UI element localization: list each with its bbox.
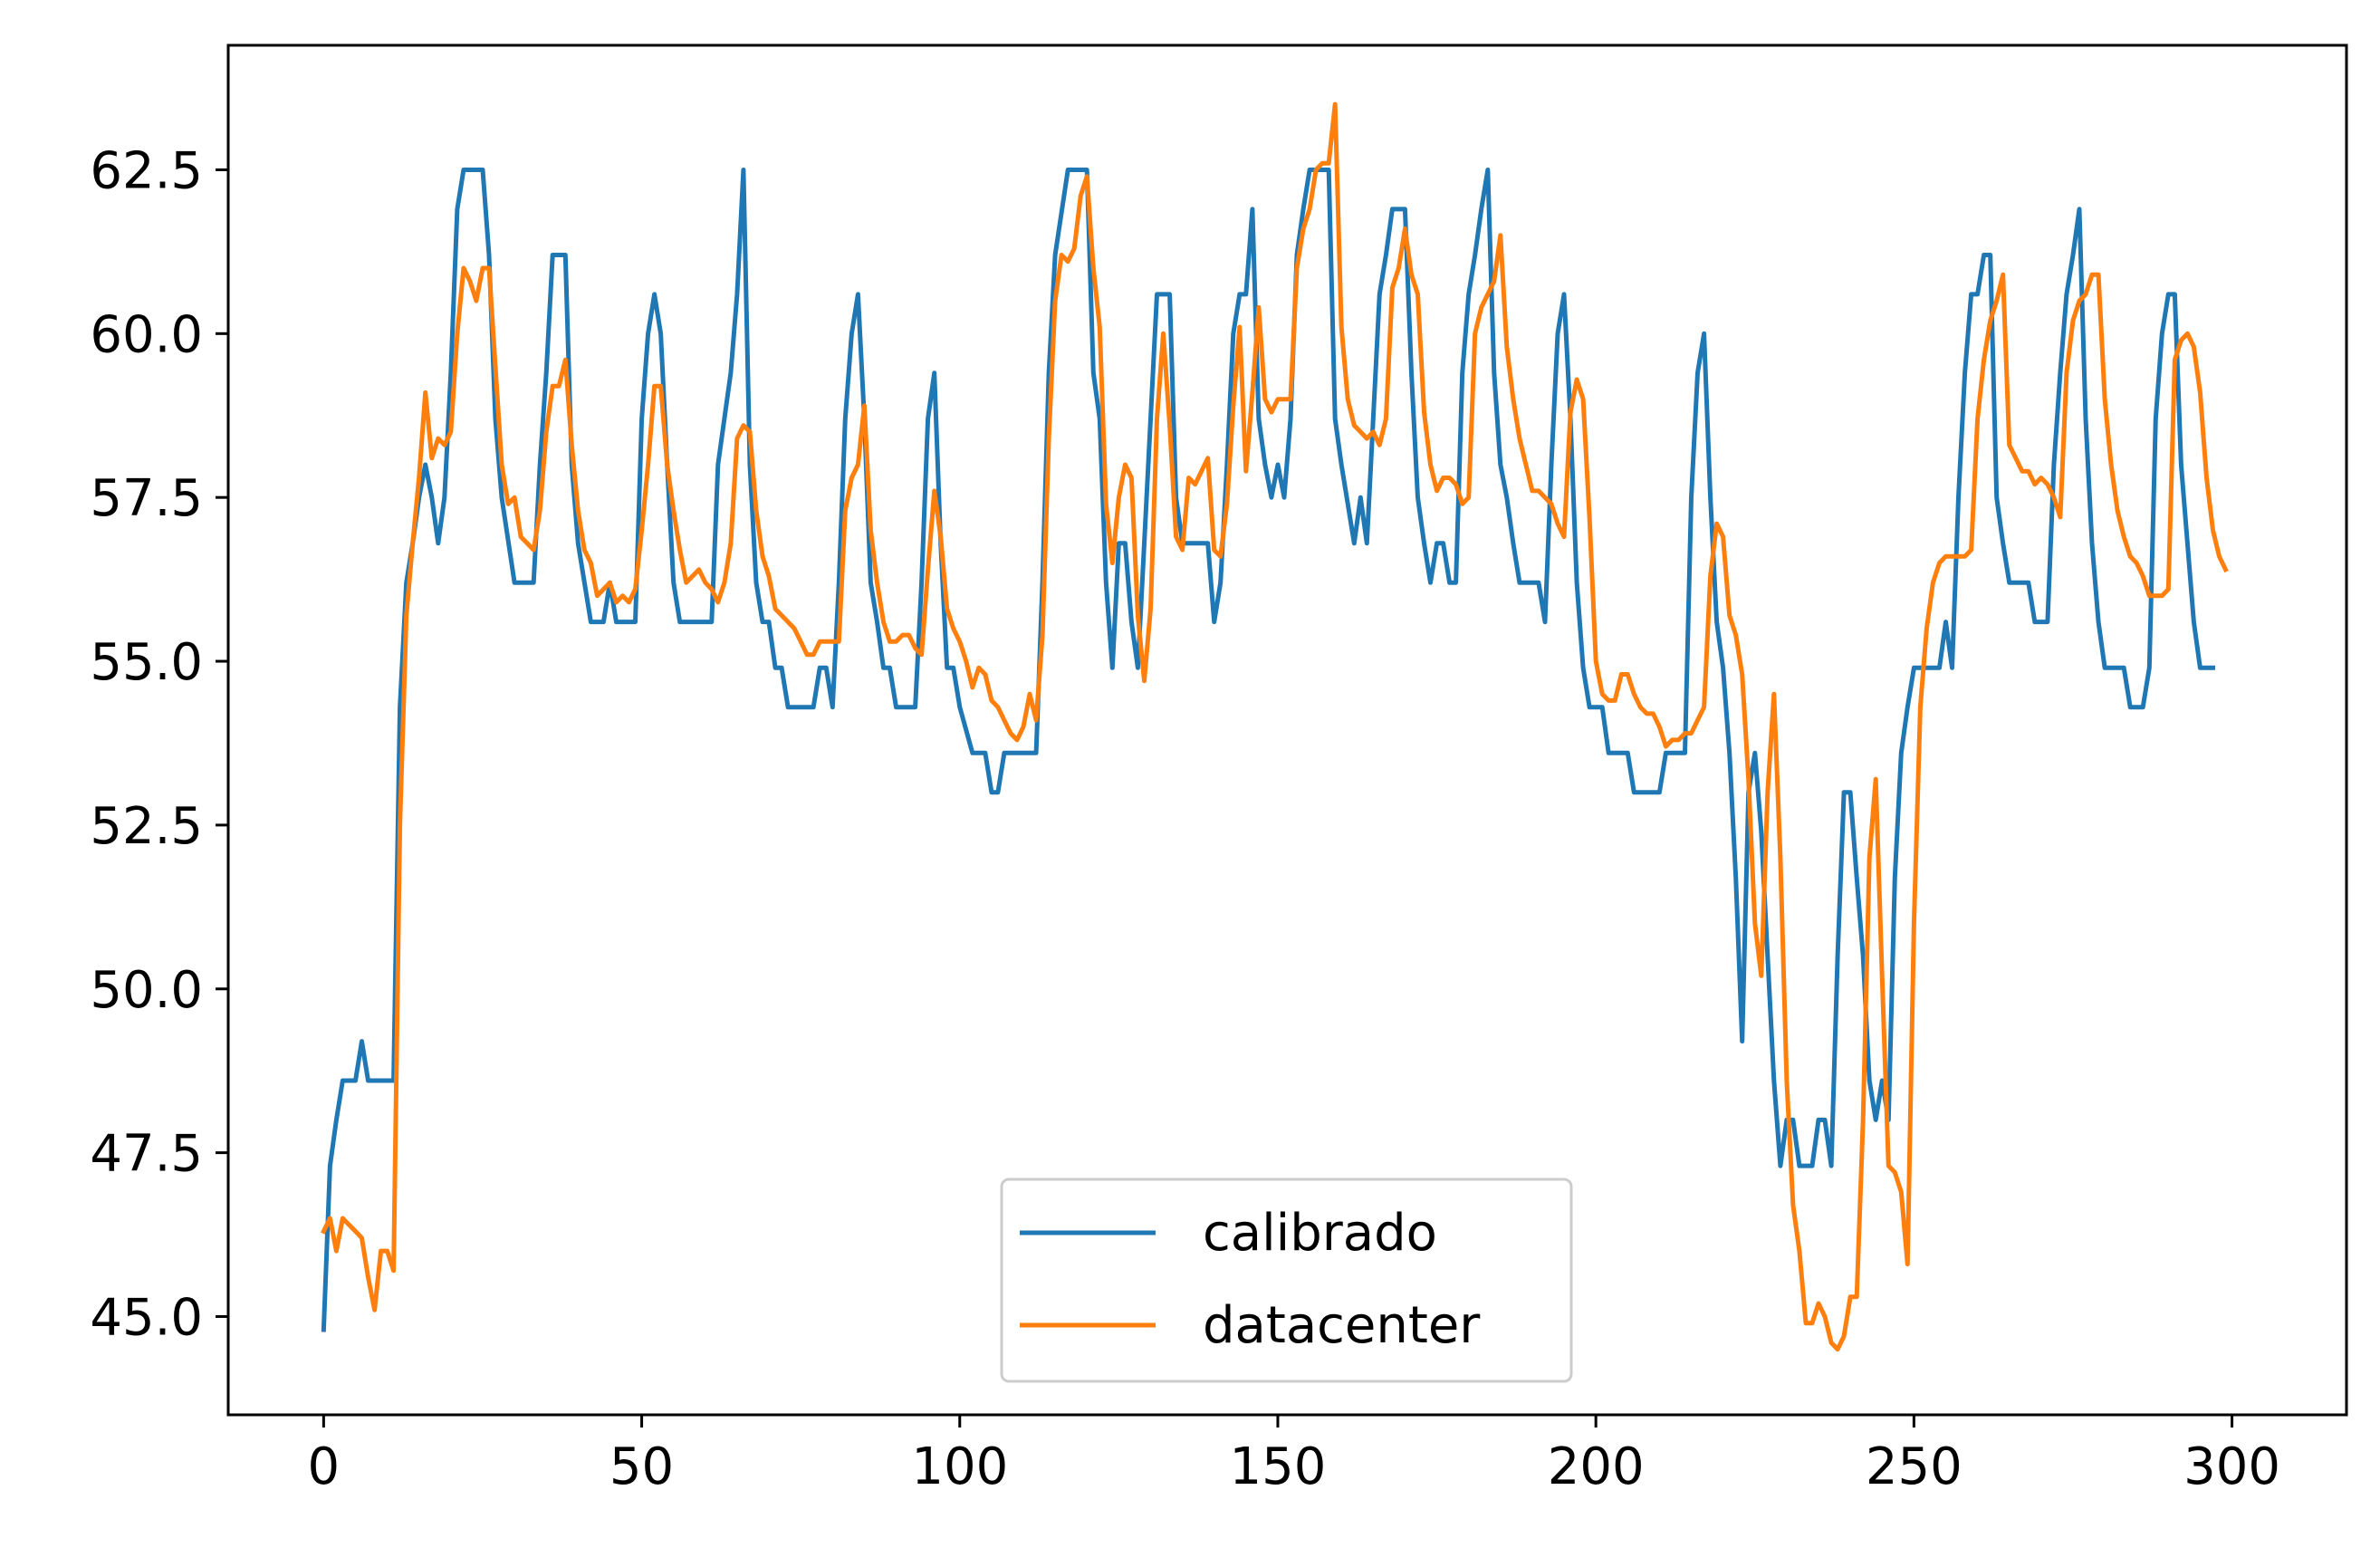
- y-tick-label: 57.5: [90, 469, 203, 528]
- y-tick-label: 47.5: [90, 1125, 203, 1184]
- x-tick-label: 150: [1230, 1437, 1327, 1496]
- axis-ticks: 0 50 100 150 200 250 300 45.0 47.5 50.0 52.5 55.0 57…: [90, 141, 2280, 1496]
- legend: calibrado datacenter: [1000, 1178, 1573, 1383]
- x-tick-label: 100: [911, 1437, 1008, 1496]
- x-tick-label: 300: [2183, 1437, 2280, 1496]
- plot-frame: [226, 43, 2348, 1417]
- y-tick-label: 45.0: [90, 1288, 203, 1347]
- y-tick-label: 50.0: [90, 961, 203, 1020]
- y-tick-label: 60.0: [90, 305, 203, 364]
- y-tick-label: 62.5: [90, 141, 203, 200]
- x-tick-label: 200: [1548, 1437, 1645, 1496]
- x-tick-label: 250: [1866, 1437, 1963, 1496]
- series-layer: [321, 101, 2229, 1352]
- series-line-datacenter: [321, 101, 2229, 1352]
- x-tick-label: 50: [609, 1437, 674, 1496]
- y-tick-label: 55.0: [90, 633, 203, 692]
- x-tick-label: 0: [308, 1437, 341, 1496]
- legend-label-datacenter: datacenter: [1203, 1296, 1481, 1355]
- legend-label-calibrado: calibrado: [1203, 1204, 1437, 1263]
- series-line-calibrado: [321, 168, 2215, 1332]
- y-tick-label: 52.5: [90, 797, 203, 856]
- legend-box: [1000, 1178, 1573, 1383]
